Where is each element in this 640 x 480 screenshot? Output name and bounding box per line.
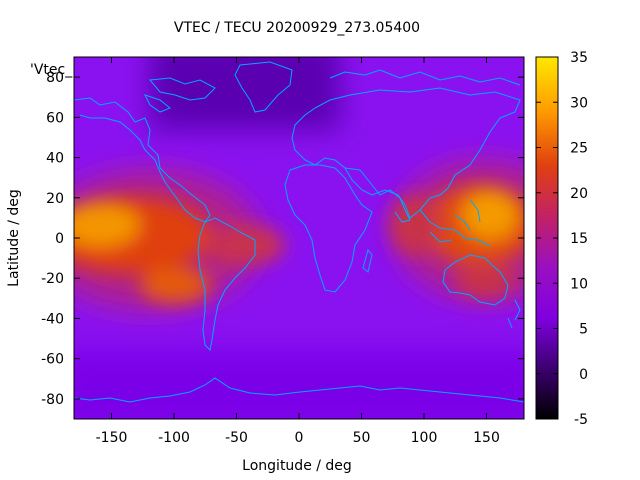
coastline-new-zealand <box>507 299 521 329</box>
colorbar-tick-label: 5 <box>579 322 588 338</box>
heatmap-region-south-pacific <box>140 267 210 303</box>
coastline-madagascar <box>362 248 373 273</box>
key-label: 'Vtec_ <box>30 62 73 78</box>
heatmap-region-pacific-east-peak <box>74 203 140 247</box>
coastline-antarctica <box>74 377 524 403</box>
y-tick-label: 0 <box>55 231 64 247</box>
x-tick-label: 150 <box>473 430 500 446</box>
colorbar-tick-label: 30 <box>570 95 588 111</box>
y-tick-label: 40 <box>46 151 64 167</box>
heatmap-region-arctic <box>150 57 340 130</box>
x-tick-label: 50 <box>353 430 371 446</box>
y-axis-ticks: -80 -60 -40 -20 0 20 40 60 80 <box>41 70 524 408</box>
heatmap-region-south <box>74 350 524 419</box>
y-tick-label: 60 <box>46 110 64 126</box>
colorbar-ticks: -5 0 5 10 15 20 25 30 35 <box>536 50 588 428</box>
x-tick-label: -50 <box>225 430 248 446</box>
heatmap-field <box>74 57 524 419</box>
colorbar-tick-label: 10 <box>570 276 588 292</box>
heatmap-region-pacific-west-peak <box>462 190 518 240</box>
colorbar-tick-label: 25 <box>570 141 588 157</box>
x-axis-ticks: -150 -100 -50 0 50 100 150 <box>96 57 500 446</box>
y-tick-label: -60 <box>41 352 64 368</box>
y-axis-label: Latitude / deg <box>6 189 22 287</box>
colorbar-tick-label: -5 <box>574 412 588 428</box>
x-tick-label: -100 <box>158 430 190 446</box>
x-axis-label: Longitude / deg <box>242 458 352 474</box>
colorbar-tick-label: 20 <box>570 186 588 202</box>
heatmap-region-south-america <box>205 225 285 265</box>
chart-title: VTEC / TECU 20200929_273.05400 <box>174 20 420 36</box>
colorbar-tick-label: 15 <box>570 231 588 247</box>
x-tick-label: 100 <box>411 430 438 446</box>
coastline-canadian-arctic <box>144 77 216 113</box>
coastline-southeast-asia <box>419 199 491 247</box>
coastline-north-america <box>74 97 211 223</box>
y-tick-label: -40 <box>41 311 64 327</box>
heatmap-region-australia <box>455 262 515 298</box>
coastline-south-america <box>197 217 256 352</box>
coastline-australia <box>442 254 509 306</box>
colorbar-tick-label: 0 <box>579 367 588 383</box>
heatmap-region-indian-ocean <box>390 195 440 255</box>
x-tick-label: -150 <box>96 430 128 446</box>
coastline-europe-asia <box>291 87 521 219</box>
y-tick-label: -80 <box>41 392 64 408</box>
coastlines <box>74 61 524 403</box>
coastline-arctic-russia <box>329 69 521 86</box>
y-tick-label: -20 <box>41 271 64 287</box>
x-tick-label: 0 <box>295 430 304 446</box>
coastline-africa <box>284 164 373 293</box>
colorbar-tick-label: 35 <box>570 50 588 66</box>
y-tick-label: 20 <box>46 191 64 207</box>
coastline-arabia-india <box>344 167 411 223</box>
coastline-greenland <box>234 61 293 113</box>
y-tick-label: 80 <box>46 70 64 86</box>
